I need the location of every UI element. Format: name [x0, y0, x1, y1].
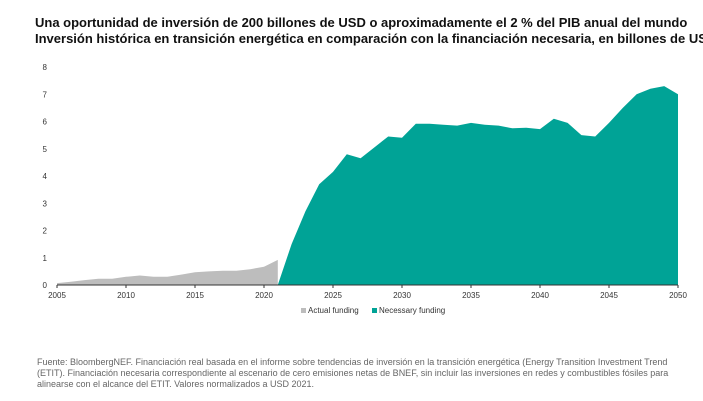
chart-title: Una oportunidad de inversión de 200 bill… [35, 15, 688, 30]
area-chart: 2005 2010 2015 2020 2025 2030 2035 2040 2045 2050… [43, 63, 688, 315]
x-tick-label: 2030 [393, 291, 411, 300]
series-area-necessary-funding [277, 86, 678, 285]
y-tick-label: 6 [43, 118, 48, 127]
y-tick-label: 1 [43, 254, 48, 263]
chart-title-block: Una oportunidad de inversión de 200 bill… [35, 15, 703, 47]
y-tick-label: 5 [43, 145, 48, 154]
y-tick-label: 0 [43, 281, 48, 290]
legend-label-actual: Actual funding [308, 306, 359, 315]
y-tick-label: 8 [43, 63, 48, 72]
x-tick-label: 2045 [600, 291, 618, 300]
x-tick-label: 2035 [462, 291, 480, 300]
legend-swatch-necessary [372, 308, 377, 313]
x-tick-label: 2020 [255, 291, 273, 300]
y-tick-label: 3 [43, 199, 48, 208]
legend-label-necessary: Necessary funding [379, 306, 445, 315]
x-tick-label: 2010 [117, 291, 135, 300]
x-tick-label: 2050 [669, 291, 687, 300]
x-tick-label: 2040 [531, 291, 549, 300]
chart-subtitle: Inversión histórica en transición energé… [35, 31, 703, 46]
x-tick-label: 2015 [186, 291, 204, 300]
y-tick-label: 2 [43, 227, 48, 236]
y-tick-label: 7 [43, 90, 48, 99]
x-tick-label: 2005 [48, 291, 66, 300]
legend-swatch-actual [301, 308, 306, 313]
series-area-actual-funding [57, 259, 278, 285]
y-tick-label: 4 [43, 172, 48, 181]
source-note: Fuente: BloombergNEF. Financiación real … [37, 357, 669, 389]
x-tick-label: 2025 [324, 291, 342, 300]
